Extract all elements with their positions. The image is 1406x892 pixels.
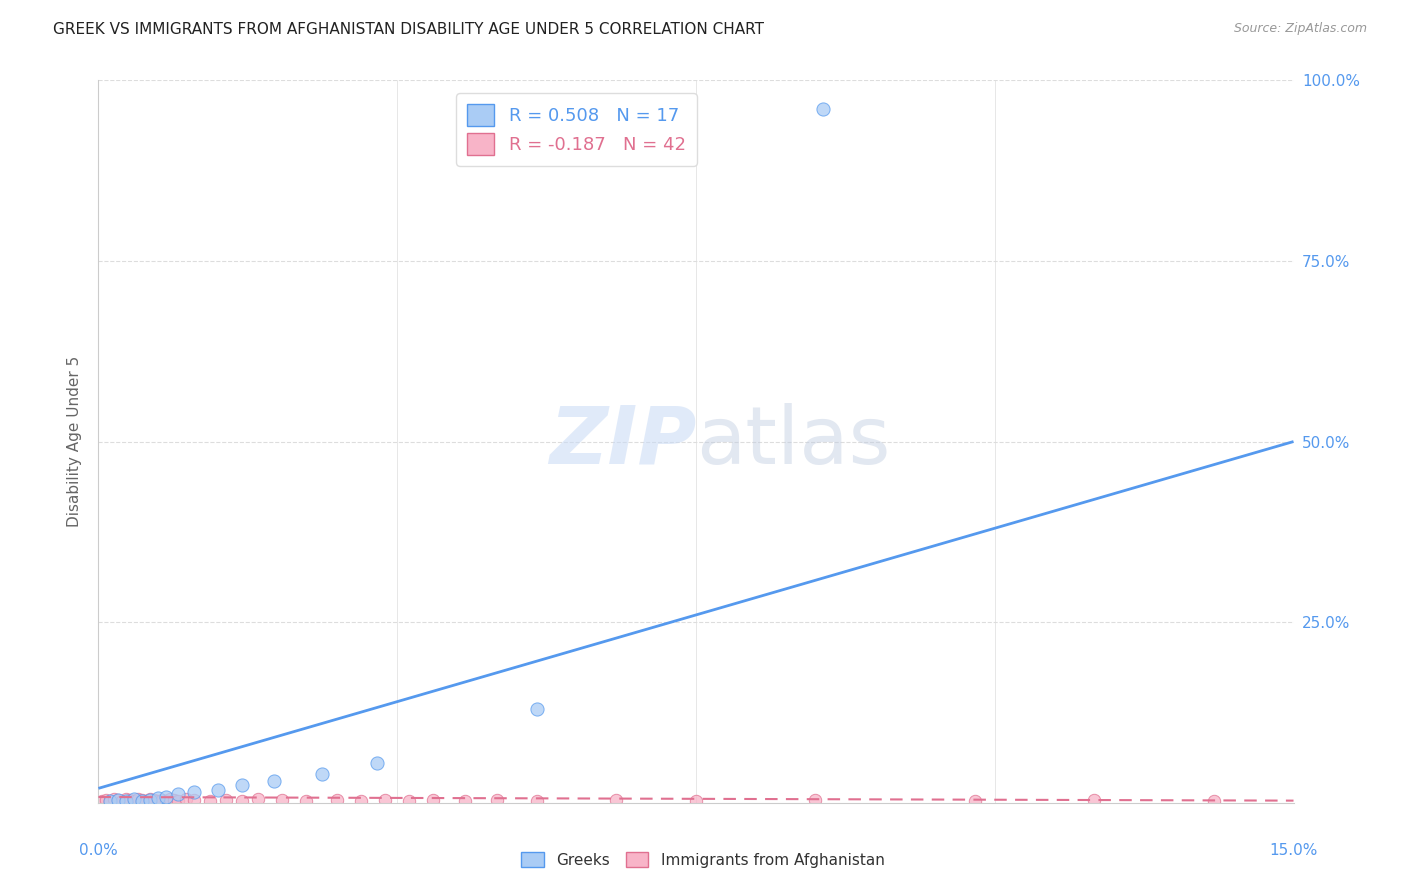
Point: [124, 792, 146, 806]
Point: [263, 774, 285, 789]
Point: [326, 793, 349, 807]
Point: [685, 794, 707, 808]
Point: [231, 794, 253, 808]
Point: [804, 793, 827, 807]
Text: ZIP: ZIP: [548, 402, 696, 481]
Point: [155, 790, 177, 805]
Point: [350, 794, 373, 808]
Point: [124, 794, 146, 808]
Point: [148, 791, 170, 805]
Point: [98, 794, 122, 808]
Point: [526, 794, 548, 808]
Y-axis label: Disability Age Under 5: Disability Age Under 5: [66, 356, 82, 527]
Point: [150, 793, 173, 807]
Point: [207, 782, 229, 797]
Point: [485, 793, 508, 807]
Point: [270, 793, 292, 807]
Point: [1083, 793, 1105, 807]
Point: [422, 793, 444, 807]
Point: [963, 794, 986, 808]
Point: [155, 794, 177, 808]
Point: [103, 792, 125, 806]
Point: [127, 792, 149, 806]
Point: [115, 792, 138, 806]
Text: GREEK VS IMMIGRANTS FROM AFGHANISTAN DISABILITY AGE UNDER 5 CORRELATION CHART: GREEK VS IMMIGRANTS FROM AFGHANISTAN DIS…: [53, 22, 765, 37]
Legend: Greeks, Immigrants from Afghanistan: Greeks, Immigrants from Afghanistan: [515, 846, 891, 873]
Point: [311, 767, 333, 781]
Point: [454, 794, 477, 808]
Point: [174, 792, 197, 806]
Point: [183, 785, 205, 799]
Text: 0.0%: 0.0%: [79, 843, 118, 857]
Point: [115, 794, 138, 808]
Point: [526, 702, 548, 716]
Point: [163, 793, 186, 807]
Point: [96, 793, 118, 807]
Point: [374, 793, 396, 807]
Point: [215, 793, 238, 807]
Text: atlas: atlas: [696, 402, 890, 481]
Point: [167, 794, 190, 808]
Text: Source: ZipAtlas.com: Source: ZipAtlas.com: [1233, 22, 1367, 36]
Point: [246, 792, 269, 806]
Point: [398, 794, 420, 808]
Point: [98, 794, 122, 808]
Point: [111, 794, 134, 808]
Point: [231, 778, 253, 792]
Point: [107, 793, 129, 807]
Legend: R = 0.508   N = 17, R = -0.187   N = 42: R = 0.508 N = 17, R = -0.187 N = 42: [457, 93, 696, 166]
Point: [139, 793, 162, 807]
Point: [159, 792, 181, 806]
Point: [366, 756, 388, 770]
Point: [167, 787, 190, 801]
Point: [605, 793, 627, 807]
Point: [198, 794, 221, 808]
Point: [143, 793, 166, 807]
Point: [131, 793, 153, 807]
Point: [183, 793, 205, 807]
Point: [148, 794, 170, 808]
Point: [1202, 794, 1225, 808]
Point: [107, 793, 129, 807]
Point: [135, 794, 157, 808]
Point: [813, 102, 835, 116]
Text: 15.0%: 15.0%: [1270, 843, 1317, 857]
Point: [120, 793, 142, 807]
Point: [294, 794, 316, 808]
Point: [91, 794, 114, 808]
Point: [139, 792, 162, 806]
Point: [131, 794, 153, 808]
